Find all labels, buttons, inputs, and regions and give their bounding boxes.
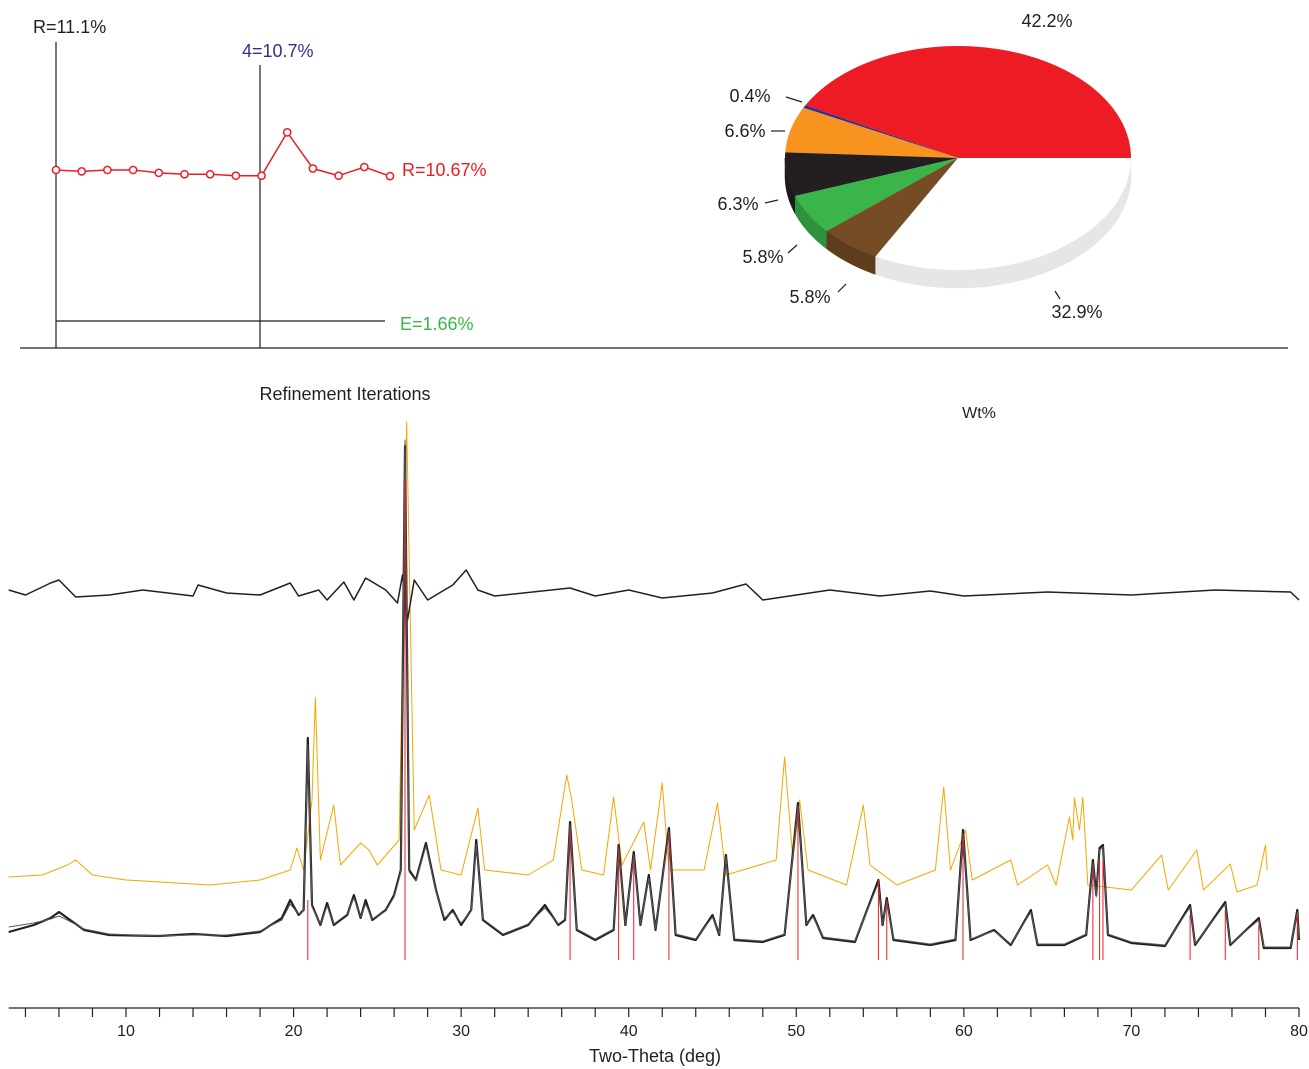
pie-slice bbox=[805, 46, 1131, 159]
data-point bbox=[180, 169, 189, 179]
data-point bbox=[128, 165, 138, 175]
x-tick-label: 30 bbox=[452, 1023, 470, 1040]
pie-slice bbox=[826, 158, 958, 257]
chart-title: Wt% bbox=[962, 405, 996, 422]
annotation: R=11.1% bbox=[33, 17, 106, 37]
pie-value-label: 6.6% bbox=[724, 121, 765, 141]
data-point bbox=[154, 168, 164, 178]
pie-slice bbox=[785, 107, 958, 158]
leader-line bbox=[1054, 290, 1061, 300]
data-point bbox=[334, 171, 343, 181]
leader-line bbox=[764, 199, 779, 204]
x-tick-label: 80 bbox=[1290, 1023, 1308, 1040]
data-line bbox=[8, 421, 1268, 893]
data-point bbox=[231, 171, 241, 181]
pie-slice bbox=[875, 158, 1131, 271]
data-point bbox=[257, 171, 266, 181]
x-tick-label: 10 bbox=[117, 1023, 135, 1040]
pie-value-label: 32.9% bbox=[1051, 302, 1102, 322]
pie-value-label: 6.3% bbox=[717, 194, 758, 214]
chart-title: Refinement Iterations bbox=[259, 384, 430, 404]
data-line bbox=[8, 444, 1301, 950]
data-point bbox=[359, 162, 369, 172]
x-tick-label: 40 bbox=[620, 1023, 638, 1040]
data-point bbox=[308, 164, 318, 173]
leader-line bbox=[837, 283, 847, 293]
pie-slice bbox=[785, 152, 958, 196]
pie-value-label: 5.8% bbox=[742, 247, 783, 267]
pie-slice bbox=[795, 158, 958, 232]
data-point bbox=[103, 165, 112, 175]
pie-slice bbox=[803, 105, 958, 158]
data-point bbox=[282, 127, 292, 137]
x-axis-label: Two-Theta (deg) bbox=[589, 1046, 721, 1066]
x-tick-label: 20 bbox=[285, 1023, 303, 1040]
x-tick-label: 60 bbox=[955, 1023, 973, 1040]
data-point bbox=[51, 165, 61, 175]
leader-line bbox=[787, 244, 798, 254]
data-line bbox=[8, 569, 1300, 621]
x-tick-label: 70 bbox=[1123, 1023, 1141, 1040]
data-line bbox=[8, 439, 1300, 948]
data-point bbox=[77, 167, 87, 176]
annotation: R=10.67% bbox=[402, 160, 487, 180]
annotation: 4=10.7% bbox=[242, 41, 314, 61]
annotation: E=1.66% bbox=[400, 314, 474, 334]
data-point bbox=[205, 169, 215, 179]
pie-value-label: 5.8% bbox=[789, 287, 830, 307]
pie-side bbox=[794, 194, 828, 250]
x-tick-label: 50 bbox=[787, 1023, 805, 1040]
data-point bbox=[385, 171, 395, 181]
pie-value-label: 0.4% bbox=[729, 86, 770, 106]
leader-line bbox=[785, 96, 803, 103]
pie-value-label: 42.2% bbox=[1021, 11, 1072, 31]
